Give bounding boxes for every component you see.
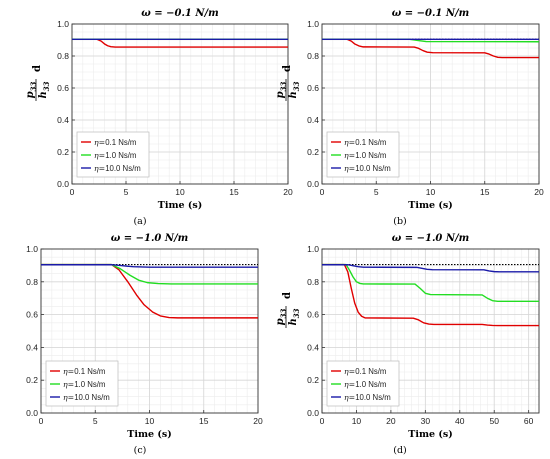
x-tick-label: 0 [39,416,44,426]
y-label-denominator: h33 [288,81,301,98]
x-tick-label: 20 [534,187,544,197]
y-tick-label: 0.8 [57,51,69,61]
y-label-numerator: p33 [275,82,288,99]
x-tick-label: 5 [124,187,129,197]
panel-label: (c) [134,445,147,456]
y-tick-label: 0.0 [307,179,319,189]
chart-panel-d: 0 10 20 30 40 50 60 0.0 0.2 0.4 0.6 0.8 1.0 ω = −1.0 … [275,233,540,456]
y-tick-label: 1.0 [307,244,319,254]
legend-entry: η=1.0 Ns/m [94,151,136,160]
y-tick-label: 1.0 [307,19,319,29]
y-label-suffix: d [282,65,293,72]
series-line-2 [322,263,539,303]
series-line-3 [41,264,258,268]
x-tick-label: 50 [489,416,499,426]
y-tick-label: 0.6 [307,83,319,93]
y-label-numerator: p33 [25,82,38,99]
series-line-1 [322,38,539,59]
legend-entry: η=0.1 Ns/m [63,367,105,376]
x-axis-label: Time (s) [127,429,171,440]
legend-entry: η=10.0 Ns/m [94,164,141,173]
legend-entry: η=10.0 Ns/m [344,393,391,402]
plot-frame [321,248,540,414]
y-tick-label: 0.6 [307,310,319,320]
x-tick-label: 10 [175,187,185,197]
legend-entry: η=1.0 Ns/m [344,151,386,160]
x-tick-label: 20 [386,416,396,426]
y-tick-label: 1.0 [57,19,69,29]
x-tick-label: 30 [421,416,431,426]
x-axis-label: Time (s) [158,200,202,211]
chart-panel-b: 0 5 10 15 20 0.0 0.2 0.4 0.6 0.8 1.0 ω = −0.1 N/m Ti… [275,8,544,227]
y-label-denominator: h33 [288,308,301,325]
y-tick-label: 0.8 [26,277,38,287]
y-tick-label: 1.0 [26,244,38,254]
chart-title: ω = −1.0 N/m [392,233,470,244]
y-tick-label: 0.2 [57,147,69,157]
chart-title: ω = −0.1 N/m [141,8,219,19]
y-tick-label: 0.2 [307,147,319,157]
legend-entry: η=1.0 Ns/m [344,380,386,389]
x-tick-label: 20 [253,416,263,426]
y-label-denominator: h33 [38,81,51,98]
chart-panel-a: 0 5 10 15 20 0.0 0.2 0.4 0.6 0.8 1.0 ω = −0.1 N/m Ti… [25,8,293,227]
x-tick-label: 0 [320,187,325,197]
chart-title: ω = −0.1 N/m [392,8,470,19]
series-line-1 [41,263,258,319]
y-label-suffix: d [282,292,293,299]
y-tick-label: 0.6 [57,83,69,93]
legend-entry: η=10.0 Ns/m [344,164,391,173]
x-tick-label: 0 [70,187,75,197]
x-axis-label: Time (s) [408,429,452,440]
series-line-1 [322,263,539,327]
y-tick-label: 0.0 [26,408,38,418]
x-tick-label: 60 [524,416,534,426]
y-label-suffix: d [32,65,43,72]
legend-entry: η=10.0 Ns/m [63,393,110,402]
panel-label: (a) [133,216,146,227]
y-tick-label: 0.0 [307,408,319,418]
y-tick-label: 0.8 [307,51,319,61]
x-tick-label: 10 [426,187,436,197]
y-tick-label: 0.4 [307,342,319,352]
x-tick-label: 20 [283,187,293,197]
x-tick-label: 5 [374,187,379,197]
y-tick-label: 0.2 [26,375,38,385]
series-line-2 [41,263,258,285]
legend-entry: η=0.1 Ns/m [94,138,136,147]
legend-entry: η=0.1 Ns/m [344,367,386,376]
y-tick-label: 0.4 [57,115,69,125]
panel-label: (d) [393,445,407,456]
x-tick-label: 15 [199,416,209,426]
x-axis-label: Time (s) [408,200,452,211]
y-tick-label: 0.0 [57,179,69,189]
panel-label: (b) [393,216,407,227]
chart-panel-c: 0 5 10 15 20 0.0 0.2 0.4 0.6 0.8 1.0 ω = −1.0 N/m Ti… [26,233,263,456]
y-tick-label: 0.8 [307,277,319,287]
series-line-3 [322,264,539,273]
chart-title: ω = −1.0 N/m [111,233,189,244]
legend-entry: η=1.0 Ns/m [63,380,105,389]
x-tick-label: 40 [455,416,465,426]
y-tick-label: 0.4 [307,115,319,125]
x-tick-label: 0 [320,416,325,426]
y-tick-label: 0.2 [307,375,319,385]
y-tick-label: 0.6 [26,310,38,320]
x-tick-label: 15 [229,187,239,197]
legend-entry: η=0.1 Ns/m [344,138,386,147]
y-tick-label: 0.4 [26,342,38,352]
x-tick-label: 5 [93,416,98,426]
x-tick-label: 10 [145,416,155,426]
x-tick-label: 10 [352,416,362,426]
x-tick-label: 15 [480,187,490,197]
y-label-numerator: p33 [275,309,288,326]
